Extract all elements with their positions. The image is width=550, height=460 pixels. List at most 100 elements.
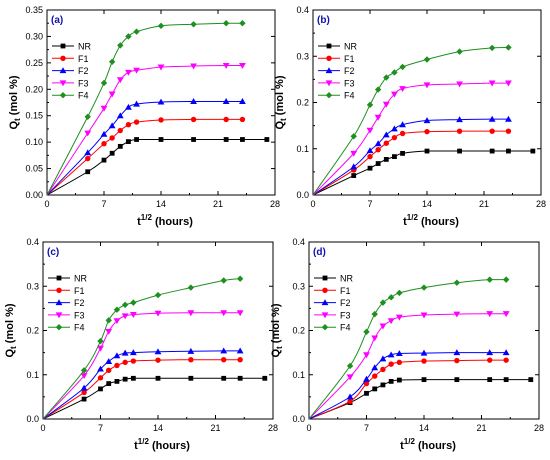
x-tick-label: 21 — [479, 199, 489, 209]
x-tick-label: 7 — [98, 423, 103, 433]
x-tick-label: 14 — [422, 199, 432, 209]
data-point — [366, 101, 374, 109]
data-point — [456, 116, 463, 123]
data-point — [421, 358, 427, 364]
data-point — [366, 147, 374, 154]
x-tick-label: 14 — [153, 423, 163, 433]
data-point — [486, 349, 494, 356]
legend-marker — [56, 275, 62, 281]
data-point — [85, 169, 91, 175]
x-tick-label: 28 — [270, 199, 280, 209]
data-point — [391, 134, 398, 141]
y-axis-label: Qt (mol %) — [270, 303, 284, 357]
data-point — [100, 130, 108, 137]
y-tick-label: 0.4 — [26, 237, 39, 247]
data-point — [154, 348, 162, 355]
data-point — [113, 352, 121, 359]
legend-marker — [325, 67, 333, 74]
data-point — [395, 350, 403, 357]
data-point — [454, 377, 460, 383]
series-line — [42, 312, 241, 420]
panel-label: (c) — [47, 247, 59, 258]
x-tick-label: 21 — [476, 423, 486, 433]
series-f1 — [308, 357, 509, 420]
legend-marker — [321, 312, 329, 319]
data-point — [100, 105, 108, 112]
x-axis-label: t1/2 (hours) — [403, 213, 459, 228]
x-tick-label: 21 — [210, 423, 220, 433]
series-f2 — [46, 98, 246, 196]
data-point — [106, 367, 112, 374]
data-point — [237, 357, 243, 363]
series-f3 — [42, 310, 244, 420]
data-point — [387, 351, 395, 358]
data-point — [391, 69, 398, 76]
data-point — [85, 155, 91, 162]
legend-marker — [60, 55, 66, 61]
data-point — [399, 86, 406, 93]
data-point — [105, 317, 112, 324]
legend-label: F3 — [344, 78, 355, 88]
legend-marker — [326, 43, 332, 49]
data-point — [371, 310, 378, 318]
chart-panel: 0 7 14 21 28 0.0 0.1 0.2 0.3 0.4 t1/2 (hours) Qt (m… — [270, 237, 544, 452]
data-point — [188, 375, 194, 381]
x-tick-label: 7 — [364, 423, 369, 433]
data-point — [125, 33, 132, 40]
data-point — [379, 355, 387, 362]
series-nr — [312, 148, 536, 196]
data-point — [488, 115, 496, 122]
data-point — [105, 358, 113, 365]
data-point — [154, 310, 162, 317]
data-point — [130, 358, 137, 364]
data-point — [220, 277, 227, 284]
data-point — [125, 69, 132, 76]
legend-marker — [60, 43, 66, 49]
series-f2 — [308, 349, 510, 420]
data-point — [222, 62, 230, 69]
y-tick-label: 0.0 — [26, 414, 39, 424]
data-point — [503, 357, 509, 363]
y-tick-label: 0.2 — [292, 326, 305, 336]
y-tick-label: 0.1 — [26, 370, 39, 380]
legend: NR F1 F2 F3 F4 — [48, 274, 87, 333]
data-point — [423, 82, 431, 89]
data-point — [380, 366, 386, 373]
panel-label: (a) — [51, 15, 63, 26]
data-point — [399, 63, 406, 71]
x-tick-label: 28 — [268, 423, 278, 433]
data-point — [456, 128, 463, 134]
panel-label: (b) — [317, 15, 330, 26]
data-point — [374, 114, 382, 121]
data-point — [347, 398, 353, 404]
data-point — [453, 279, 461, 286]
series-line — [46, 118, 243, 196]
data-point — [84, 113, 91, 120]
data-point — [456, 48, 463, 55]
x-tick-label: 0 — [310, 199, 315, 209]
plot-frame — [312, 9, 542, 196]
legend-label: F3 — [340, 310, 351, 320]
data-point — [158, 137, 164, 142]
data-point — [188, 357, 194, 363]
data-point — [374, 86, 382, 93]
x-tick-label: 28 — [534, 423, 544, 433]
y-tick-label: 0.15 — [25, 111, 43, 121]
legend-label: F4 — [340, 323, 351, 333]
y-tick-label: 0.2 — [26, 326, 39, 336]
data-point — [126, 139, 131, 145]
data-point — [363, 352, 370, 359]
data-point — [108, 58, 116, 65]
data-point — [505, 128, 512, 134]
data-point — [367, 153, 373, 160]
y-tick-label: 0.1 — [296, 144, 309, 154]
data-point — [371, 335, 379, 342]
data-point — [84, 149, 92, 156]
data-point — [264, 137, 270, 142]
data-point — [424, 148, 430, 154]
data-point — [221, 357, 227, 363]
data-point — [190, 98, 197, 104]
x-tick-label: 7 — [367, 199, 372, 209]
y-axis-label: Qt (mol %) — [274, 75, 288, 129]
series-line — [312, 46, 509, 196]
